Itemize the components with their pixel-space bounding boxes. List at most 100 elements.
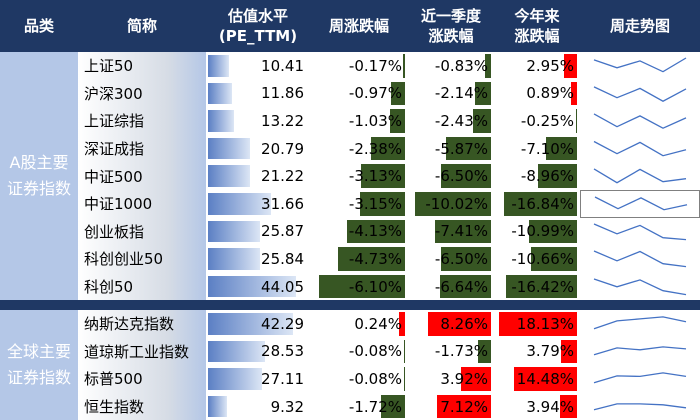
positive-change-bar <box>428 312 491 336</box>
week-change-cell: -0.08% <box>310 365 408 393</box>
index-name-cell: 上证50 <box>78 52 206 80</box>
ytd-change-cell: 18.13% <box>494 310 580 338</box>
week-change-value: -6.10% <box>348 277 402 296</box>
week-change-cell: -0.08% <box>310 338 408 366</box>
negative-change-bar <box>440 274 491 299</box>
header-ytd-line1: 今年来 <box>514 7 560 25</box>
pe-value: 44.05 <box>261 277 304 296</box>
trend-sparkline-cell <box>580 245 700 273</box>
ytd-change-cell: 2.95% <box>494 52 580 80</box>
trend-sparkline <box>593 345 687 355</box>
negative-change-bar <box>391 81 405 106</box>
trend-line <box>593 372 687 384</box>
week-change-value: -0.08% <box>348 369 402 388</box>
negative-change-bar <box>346 219 405 244</box>
index-name-cell: 科创50 <box>78 272 206 301</box>
group-separator <box>0 300 700 310</box>
pe-bar <box>208 55 229 77</box>
index-name: 标普500 <box>84 370 143 389</box>
ytd-change-cell: -16.42% <box>494 273 580 301</box>
week-change-cell: -3.15% <box>310 190 408 218</box>
negative-change-bar <box>403 339 405 364</box>
pe-value: 42.29 <box>261 314 304 333</box>
trend-sparkline <box>593 57 687 73</box>
category-cell: A股主要 证券指数 <box>0 52 78 301</box>
quarter-change-cell: -6.64% <box>408 273 494 301</box>
trend-sparkline-cell <box>580 217 700 246</box>
ytd-change-value: -7.10% <box>520 139 574 158</box>
ytd-change-value: 0.89% <box>526 84 574 103</box>
category-label-line1: 全球主要 <box>6 342 71 362</box>
negative-change-bar <box>504 192 577 216</box>
category-label-line2: 证券指数 <box>6 368 71 388</box>
pe-value: 9.32 <box>270 397 304 416</box>
trend-line <box>593 222 687 240</box>
index-name: 上证综指 <box>84 112 145 131</box>
negative-change-bar <box>403 367 405 391</box>
pe-bar <box>208 137 250 160</box>
ytd-change-cell: -7.10% <box>494 135 580 163</box>
quarter-change-cell: -6.50% <box>408 245 494 273</box>
week-change-cell: -6.10% <box>310 273 408 301</box>
quarter-change-cell: 8.26% <box>408 310 494 338</box>
trend-sparkline-cell <box>580 134 700 163</box>
header-category: 品类 <box>0 0 78 52</box>
pe-cell: 25.87 <box>206 218 310 246</box>
pe-cell: 44.05 <box>206 273 310 301</box>
index-name-cell: 道琼斯工业指数 <box>78 337 206 366</box>
quarter-change-cell: -10.02% <box>408 190 494 218</box>
week-change-cell: -2.38% <box>310 135 408 163</box>
quarter-change-value: -6.50% <box>434 249 488 268</box>
header-quarter-line2: 涨跌幅 <box>428 27 474 45</box>
trend-line <box>593 113 687 130</box>
negative-change-bar <box>484 54 491 78</box>
negative-change-bar <box>360 164 405 188</box>
pe-cell: 31.66 <box>206 190 310 218</box>
negative-change-bar <box>546 136 577 161</box>
trend-sparkline-cell <box>580 79 700 108</box>
pe-bar <box>208 165 251 187</box>
quarter-change-value: -5.87% <box>434 139 488 158</box>
pe-value: 13.22 <box>261 111 304 130</box>
header-quarter: 近一季度 涨跌幅 <box>408 0 494 52</box>
quarter-change-cell: -5.87% <box>408 135 494 163</box>
quarter-change-cell: 7.12% <box>408 393 494 420</box>
pe-cell: 42.29 <box>206 310 310 338</box>
index-name: 科创创业50 <box>84 250 164 269</box>
trend-sparkline <box>593 168 687 184</box>
index-name-cell: 纳斯达克指数 <box>78 310 206 338</box>
pe-cell: 25.84 <box>206 245 310 273</box>
header-pe: 估值水平 (PE_TTM) <box>206 0 310 52</box>
pe-value: 28.53 <box>261 342 304 361</box>
pe-bar <box>208 395 227 418</box>
trend-sparkline-cell <box>580 162 700 190</box>
week-change-cell: -0.97% <box>310 80 408 108</box>
ytd-change-value: 3.79% <box>526 342 574 361</box>
index-name: 恒生指数 <box>84 398 145 417</box>
trend-sparkline <box>593 140 687 157</box>
positive-change-bar <box>461 367 491 391</box>
week-change-value: -2.38% <box>348 139 402 158</box>
positive-change-bar <box>571 81 577 106</box>
pe-bar <box>208 82 232 105</box>
index-name: 纳斯达克指数 <box>84 315 175 334</box>
category-label: A股主要 证券指数 <box>7 150 71 202</box>
negative-change-bar <box>446 136 491 161</box>
pe-cell: 27.11 <box>206 365 310 393</box>
category-label: 全球主要 证券指数 <box>7 339 71 391</box>
pe-bar <box>208 340 266 363</box>
week-change-value: -1.72% <box>348 397 402 416</box>
positive-change-bar <box>399 312 405 336</box>
pe-cell: 11.86 <box>206 80 310 108</box>
ytd-change-cell: -8.96% <box>494 162 580 190</box>
header-trend: 周走势图 <box>580 0 700 52</box>
header-pe-line1: 估值水平 <box>227 7 288 25</box>
pe-bar <box>208 275 297 298</box>
week-change-value: -0.08% <box>348 342 402 361</box>
header-ytd: 今年来 涨跌幅 <box>494 0 580 52</box>
index-name-cell: 上证综指 <box>78 107 206 135</box>
quarter-change-value: -6.50% <box>434 167 488 186</box>
negative-change-bar <box>414 192 491 216</box>
negative-change-bar <box>529 219 577 244</box>
negative-change-bar <box>402 54 405 78</box>
